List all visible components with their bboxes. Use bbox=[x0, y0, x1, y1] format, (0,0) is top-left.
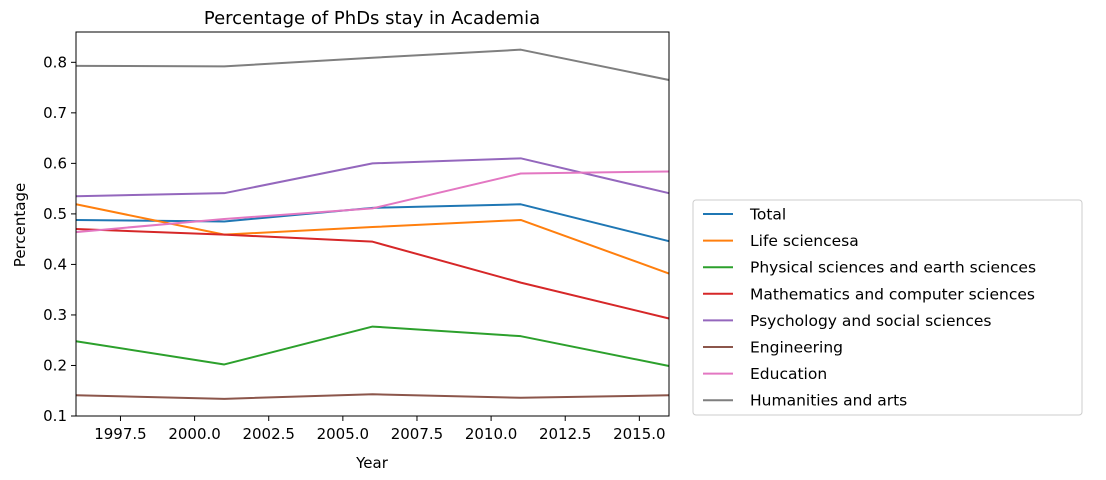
legend-label: Humanities and arts bbox=[750, 392, 907, 410]
y-tick-label: 0.5 bbox=[43, 205, 67, 223]
legend-box bbox=[692, 199, 1083, 416]
chart-title: Percentage of PhDs stay in Academia bbox=[204, 8, 540, 29]
y-tick-label: 0.3 bbox=[43, 306, 67, 324]
series-line-4 bbox=[75, 157, 670, 198]
series-line-2 bbox=[75, 325, 670, 367]
y-axis-label: Percentage bbox=[11, 183, 29, 267]
series-line-6 bbox=[75, 170, 670, 234]
x-tick-label: 2007.5 bbox=[391, 425, 444, 443]
series-line-5 bbox=[75, 393, 670, 400]
y-tick-label: 0.8 bbox=[43, 53, 67, 71]
x-axis: 1997.5 2000.0 2002.5 2005.0 2007.5 2010.0 2012… bbox=[94, 416, 666, 443]
y-tick-label: 0.6 bbox=[43, 154, 67, 172]
legend-label: Total bbox=[749, 206, 786, 224]
series-line-3 bbox=[75, 228, 670, 320]
series-line-7 bbox=[75, 48, 670, 81]
y-tick-label: 0.1 bbox=[43, 407, 67, 425]
x-tick-label: 2012.5 bbox=[539, 425, 592, 443]
x-tick-label: 2000.0 bbox=[168, 425, 221, 443]
legend-label: Physical sciences and earth sciences bbox=[750, 259, 1036, 277]
y-tick-label: 0.4 bbox=[43, 255, 67, 273]
x-tick-label: 2010.0 bbox=[465, 425, 518, 443]
plot-frame bbox=[75, 31, 670, 417]
legend-label: Mathematics and computer sciences bbox=[750, 285, 1035, 303]
series-line-1 bbox=[75, 203, 670, 275]
y-tick-label: 0.7 bbox=[43, 104, 67, 122]
legend: Total Life sciencesa Physical sciences and… bbox=[692, 199, 1083, 416]
x-tick-label: 1997.5 bbox=[94, 425, 147, 443]
y-axis: 0.1 0.2 0.3 0.4 0.5 0.6 0.7 0.8 bbox=[43, 53, 76, 425]
legend-label: Education bbox=[750, 365, 827, 383]
plot-lines bbox=[75, 48, 670, 400]
x-tick-label: 2005.0 bbox=[317, 425, 370, 443]
y-tick-label: 0.2 bbox=[43, 356, 67, 374]
legend-label: Life sciencesa bbox=[750, 232, 859, 250]
x-tick-label: 2015.0 bbox=[613, 425, 666, 443]
legend-label: Psychology and social sciences bbox=[750, 312, 991, 330]
x-axis-label: Year bbox=[355, 454, 389, 472]
legend-label: Engineering bbox=[750, 339, 843, 357]
x-tick-label: 2002.5 bbox=[242, 425, 295, 443]
